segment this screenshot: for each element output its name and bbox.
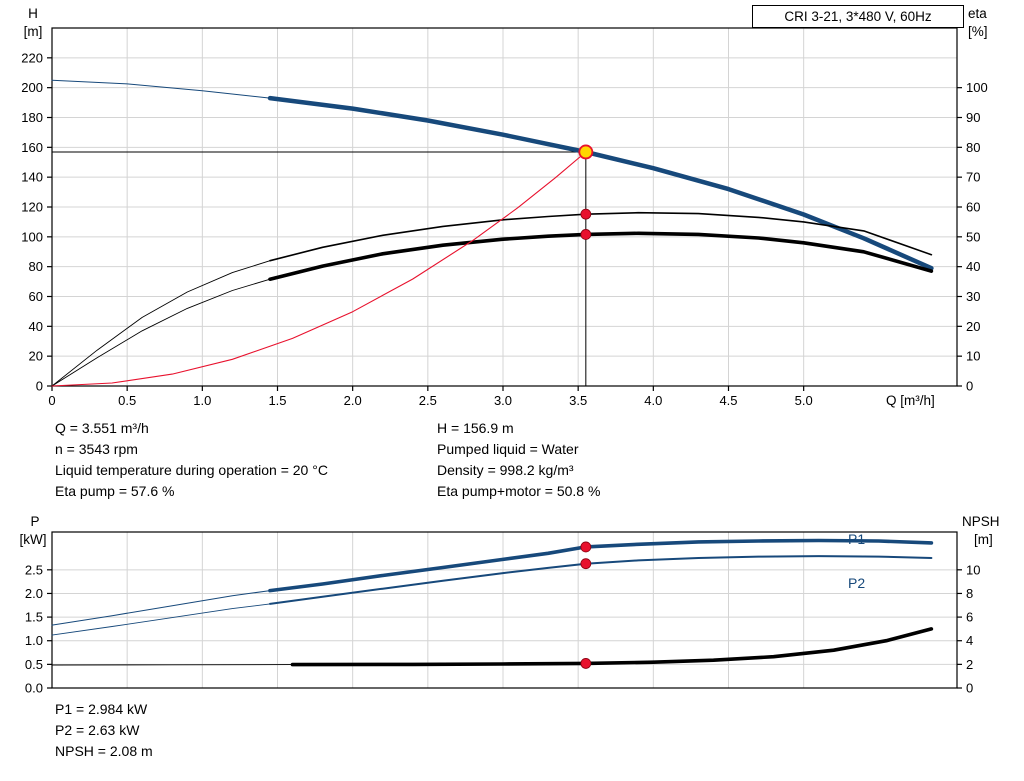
svg-text:10: 10 <box>966 349 980 364</box>
svg-text:1.5: 1.5 <box>25 610 43 625</box>
svg-text:0: 0 <box>36 379 43 394</box>
svg-text:90: 90 <box>966 110 980 125</box>
npsh-axis-unit-label: [m] <box>974 532 993 547</box>
svg-text:160: 160 <box>21 140 43 155</box>
svg-text:3.0: 3.0 <box>494 393 512 408</box>
annotation-p2: P2 = 2.63 kW <box>55 722 140 738</box>
annotation-p1: P1 = 2.984 kW <box>55 701 148 717</box>
svg-text:80: 80 <box>966 140 980 155</box>
svg-text:20: 20 <box>966 319 980 334</box>
p2-curve-label: P2 <box>848 575 866 591</box>
svg-text:2.5: 2.5 <box>419 393 437 408</box>
svg-text:1.0: 1.0 <box>193 393 211 408</box>
svg-text:50: 50 <box>966 229 980 244</box>
top-chart: 0 20 40 60 80 100 120 140 160 180 200 220 0 10 20 30 40 5… <box>21 27 988 408</box>
svg-text:40: 40 <box>966 259 980 274</box>
svg-text:200: 200 <box>21 80 43 95</box>
svg-text:0.0: 0.0 <box>25 681 43 696</box>
svg-text:70: 70 <box>966 170 980 185</box>
svg-text:5.0: 5.0 <box>795 393 813 408</box>
svg-text:20: 20 <box>29 349 43 364</box>
pump-model-title: CRI 3-21, 3*480 V, 60Hz <box>752 5 964 28</box>
svg-text:2: 2 <box>966 657 973 672</box>
svg-text:2.5: 2.5 <box>25 562 43 577</box>
svg-text:0.5: 0.5 <box>25 657 43 672</box>
annotation-pumped-liquid: Pumped liquid = Water <box>437 441 579 457</box>
svg-text:0: 0 <box>966 681 973 696</box>
annotation-speed: n = 3543 rpm <box>55 441 138 457</box>
npsh-axis-label: NPSH <box>962 514 1000 529</box>
svg-text:4.5: 4.5 <box>719 393 737 408</box>
svg-text:4.0: 4.0 <box>644 393 662 408</box>
p-axis-label: P <box>30 514 40 529</box>
h-axis-label: H <box>28 6 38 21</box>
svg-text:100: 100 <box>21 229 43 244</box>
svg-text:100: 100 <box>966 80 988 95</box>
h-axis-unit-label: [m] <box>23 24 43 39</box>
svg-text:80: 80 <box>29 259 43 274</box>
svg-text:8: 8 <box>966 586 973 601</box>
svg-text:1.0: 1.0 <box>25 633 43 648</box>
annotation-liquid-temperature: Liquid temperature during operation = 20… <box>55 462 328 478</box>
svg-text:2.0: 2.0 <box>344 393 362 408</box>
annotation-head: H = 156.9 m <box>437 420 514 436</box>
annotation-density: Density = 998.2 kg/m³ <box>437 462 574 478</box>
svg-text:220: 220 <box>21 50 43 65</box>
svg-text:60: 60 <box>29 289 43 304</box>
p-axis-unit-label: [kW] <box>19 532 47 547</box>
svg-text:1.5: 1.5 <box>268 393 286 408</box>
q-axis-label: Q [m³/h] <box>886 393 935 408</box>
svg-text:30: 30 <box>966 289 980 304</box>
svg-text:0.5: 0.5 <box>118 393 136 408</box>
eta-axis-unit-label: [%] <box>968 24 988 39</box>
svg-text:2.0: 2.0 <box>25 586 43 601</box>
annotation-npsh: NPSH = 2.08 m <box>55 743 153 759</box>
annotation-eta-pump: Eta pump = 57.6 % <box>55 483 175 499</box>
svg-text:180: 180 <box>21 110 43 125</box>
svg-text:10: 10 <box>966 562 980 577</box>
svg-text:0: 0 <box>966 379 973 394</box>
svg-text:120: 120 <box>21 200 43 215</box>
svg-text:140: 140 <box>21 170 43 185</box>
svg-text:4: 4 <box>966 633 973 648</box>
annotation-flow: Q = 3.551 m³/h <box>55 420 149 436</box>
svg-text:0: 0 <box>48 393 55 408</box>
annotation-eta-pump-motor: Eta pump+motor = 50.8 % <box>437 483 601 499</box>
svg-text:60: 60 <box>966 200 980 215</box>
svg-text:40: 40 <box>29 319 43 334</box>
eta-axis-label: eta <box>968 6 987 21</box>
bottom-chart: 0.0 0.5 1.0 1.5 2.0 2.5 0 2 4 6 8 10 <box>25 531 980 696</box>
p1-curve-label: P1 <box>848 531 866 547</box>
svg-text:6: 6 <box>966 610 973 625</box>
svg-text:3.5: 3.5 <box>569 393 587 408</box>
